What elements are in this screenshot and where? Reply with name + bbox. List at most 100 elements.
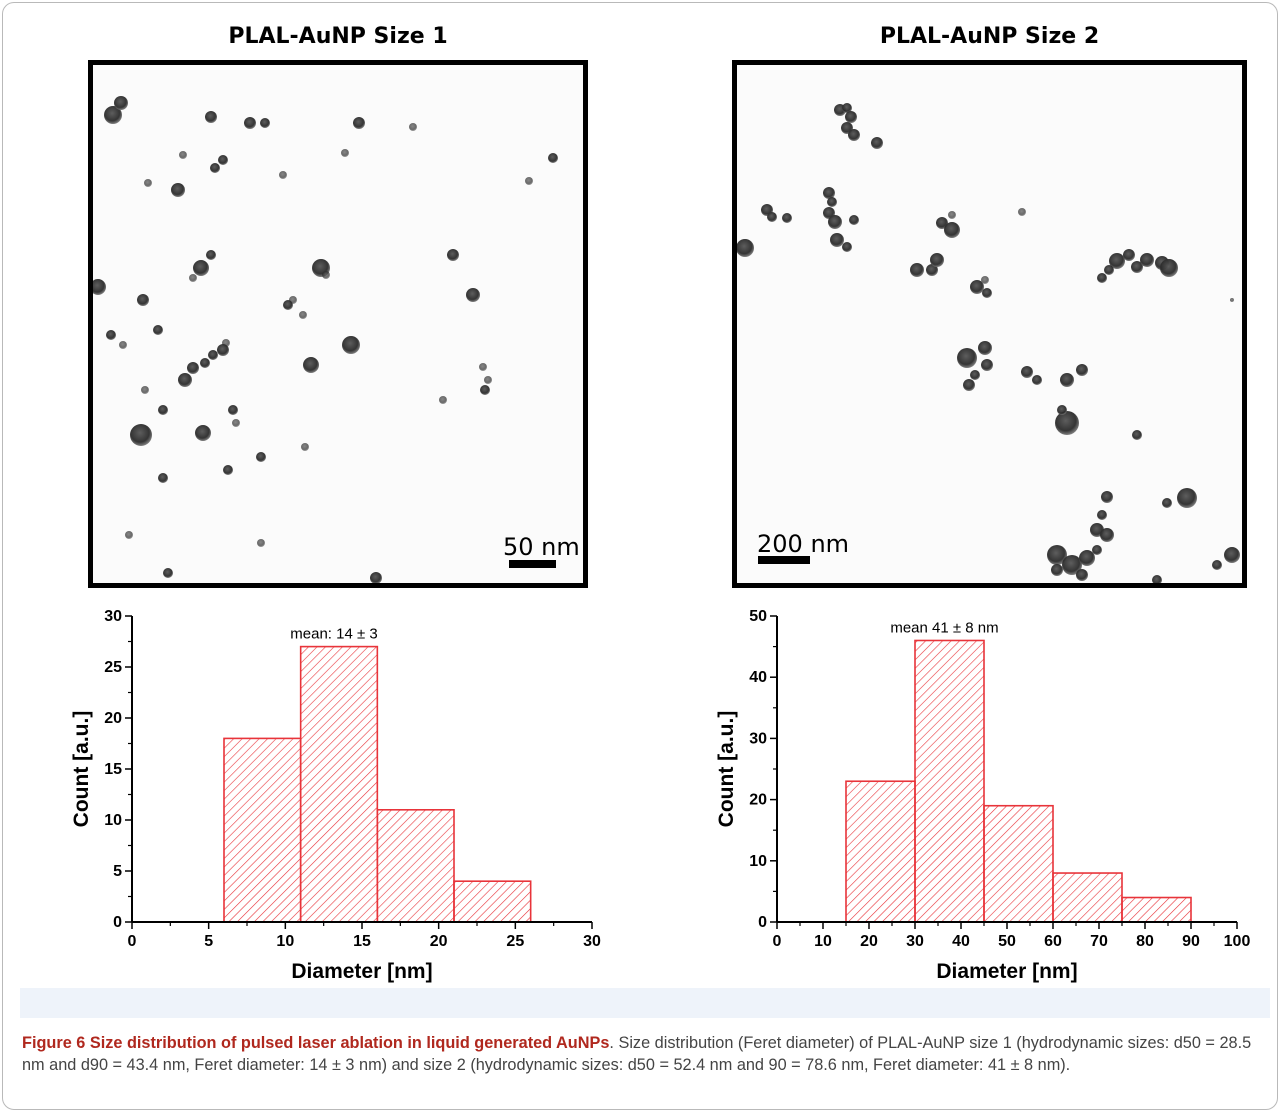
tem1-particle <box>299 311 307 319</box>
tem1-particle <box>260 118 270 128</box>
tem1-particle <box>466 288 480 302</box>
x-tick-label: 40 <box>952 933 970 950</box>
tem1-particle <box>163 568 173 578</box>
tem2-particle <box>1140 253 1154 267</box>
tem2-particle <box>1131 261 1143 273</box>
tem2-particle <box>845 111 857 123</box>
tem1-particle <box>144 179 152 187</box>
tem1-particle <box>370 572 382 583</box>
tem2-particle <box>1101 491 1113 503</box>
mean-annotation: mean: 14 ± 3 <box>290 626 377 643</box>
tem2-particle <box>982 288 992 298</box>
y-tick-label: 20 <box>104 710 122 727</box>
histogram-2: 0 10 20 30 40 50 60 70 80 90 100 0 10 20 30 40 50 Diamete… <box>705 598 1265 993</box>
x-tick-label: 15 <box>353 933 371 950</box>
y-tick-label: 0 <box>113 914 122 931</box>
tem1-particle <box>439 396 447 404</box>
tem2-particle <box>1230 298 1234 302</box>
tem2-particle <box>944 222 960 238</box>
tem2-particle <box>936 217 948 229</box>
x-tick-label: 5 <box>204 933 213 950</box>
y-tick-label: 30 <box>749 730 767 747</box>
tem2-particle <box>1076 569 1088 581</box>
x-tick-label: 70 <box>1090 933 1108 950</box>
tem1-particle <box>206 250 216 260</box>
tem2-particle <box>1032 375 1042 385</box>
tem2-particle <box>1212 560 1222 570</box>
tem1-particle <box>195 425 211 441</box>
tem1-particle <box>153 325 163 335</box>
tem1-particle <box>303 357 319 373</box>
tem1-particle <box>141 386 149 394</box>
tem2-particle <box>1047 545 1067 565</box>
tem1-particle <box>104 106 122 124</box>
tem1-particle <box>187 362 199 374</box>
tem2-particle <box>1123 249 1135 261</box>
x-tick-label: 60 <box>1044 933 1062 950</box>
tem2-particle <box>823 187 835 199</box>
tem1-particle <box>130 424 152 446</box>
tem2-particle <box>1062 555 1082 575</box>
tem1-particle <box>205 111 217 123</box>
tem2-particle <box>1055 411 1079 435</box>
mean-annotation: mean 41 ± 8 nm <box>890 619 998 636</box>
tem-micrograph-1 <box>88 60 588 588</box>
x-tick-label: 0 <box>128 933 137 950</box>
tem1-particle <box>479 363 487 371</box>
tem2-particle <box>970 370 980 380</box>
tem1-particle <box>125 531 133 539</box>
scalebar-1-bar <box>509 560 556 568</box>
figure-caption: Figure 6 Size distribution of pulsed las… <box>22 1032 1267 1076</box>
tem2-particle <box>1109 253 1125 269</box>
tem1-particle <box>119 341 127 349</box>
tem1-particle <box>223 465 233 475</box>
tem1-particle <box>171 183 185 197</box>
tem1-particle <box>548 153 558 163</box>
tem-micrograph-2 <box>732 60 1247 588</box>
caption-title: Figure 6 Size distribution of pulsed las… <box>22 1034 610 1052</box>
tem1-particle <box>484 376 492 384</box>
tem1-particle <box>228 405 238 415</box>
tem2-particle <box>1160 259 1178 277</box>
tem1-particle <box>409 123 417 131</box>
histogram-1-bar <box>453 880 532 923</box>
panel-2-title: PLAL-AuNP Size 2 <box>879 24 1100 49</box>
panel-1-title: PLAL-AuNP Size 1 <box>228 24 448 49</box>
tem-image-1 <box>93 96 558 583</box>
tem2-particle <box>1162 498 1172 508</box>
tem1-particle <box>301 443 309 451</box>
y-tick-label: 15 <box>104 761 122 778</box>
y-tick-label: 40 <box>749 669 767 686</box>
tem1-particle <box>341 149 349 157</box>
scalebar-2-label: 200 nm <box>757 530 850 558</box>
tem2-particle <box>1018 208 1026 216</box>
tem2-particle <box>1051 564 1063 576</box>
tem2-particle <box>1092 545 1102 555</box>
x-axis-label: Diameter [nm] <box>936 960 1077 983</box>
y-axis-label: Count [a.u.] <box>70 711 93 828</box>
tem1-particle <box>525 177 533 185</box>
histogram-2-svg: 0 10 20 30 40 50 60 70 80 90 100 0 10 20 30 40 50 Diamete… <box>715 608 1250 983</box>
tem1-particle <box>137 294 149 306</box>
tem2-particle <box>1104 265 1114 275</box>
tem2-particle <box>842 242 852 252</box>
tem2-particle <box>926 264 938 276</box>
tem1-particle <box>208 350 218 360</box>
scalebar-2-bar <box>758 556 810 564</box>
y-tick-label: 5 <box>113 863 122 880</box>
tem2-particle <box>1224 547 1240 563</box>
tem2-particle <box>970 280 984 294</box>
tem2-particle <box>981 359 993 371</box>
tem2-particle <box>963 379 975 391</box>
tem1-particle <box>342 336 360 354</box>
y-tick-label: 20 <box>749 792 767 809</box>
tem2-particle <box>1177 488 1197 508</box>
tem2-particle <box>1079 550 1095 566</box>
y-tick-label: 30 <box>104 608 122 625</box>
tem2-particle <box>948 211 956 219</box>
tem1-particle <box>353 117 365 129</box>
tem-image-2 <box>737 103 1240 583</box>
caption-separator <box>20 988 1270 1018</box>
tem2-particle <box>981 276 989 284</box>
